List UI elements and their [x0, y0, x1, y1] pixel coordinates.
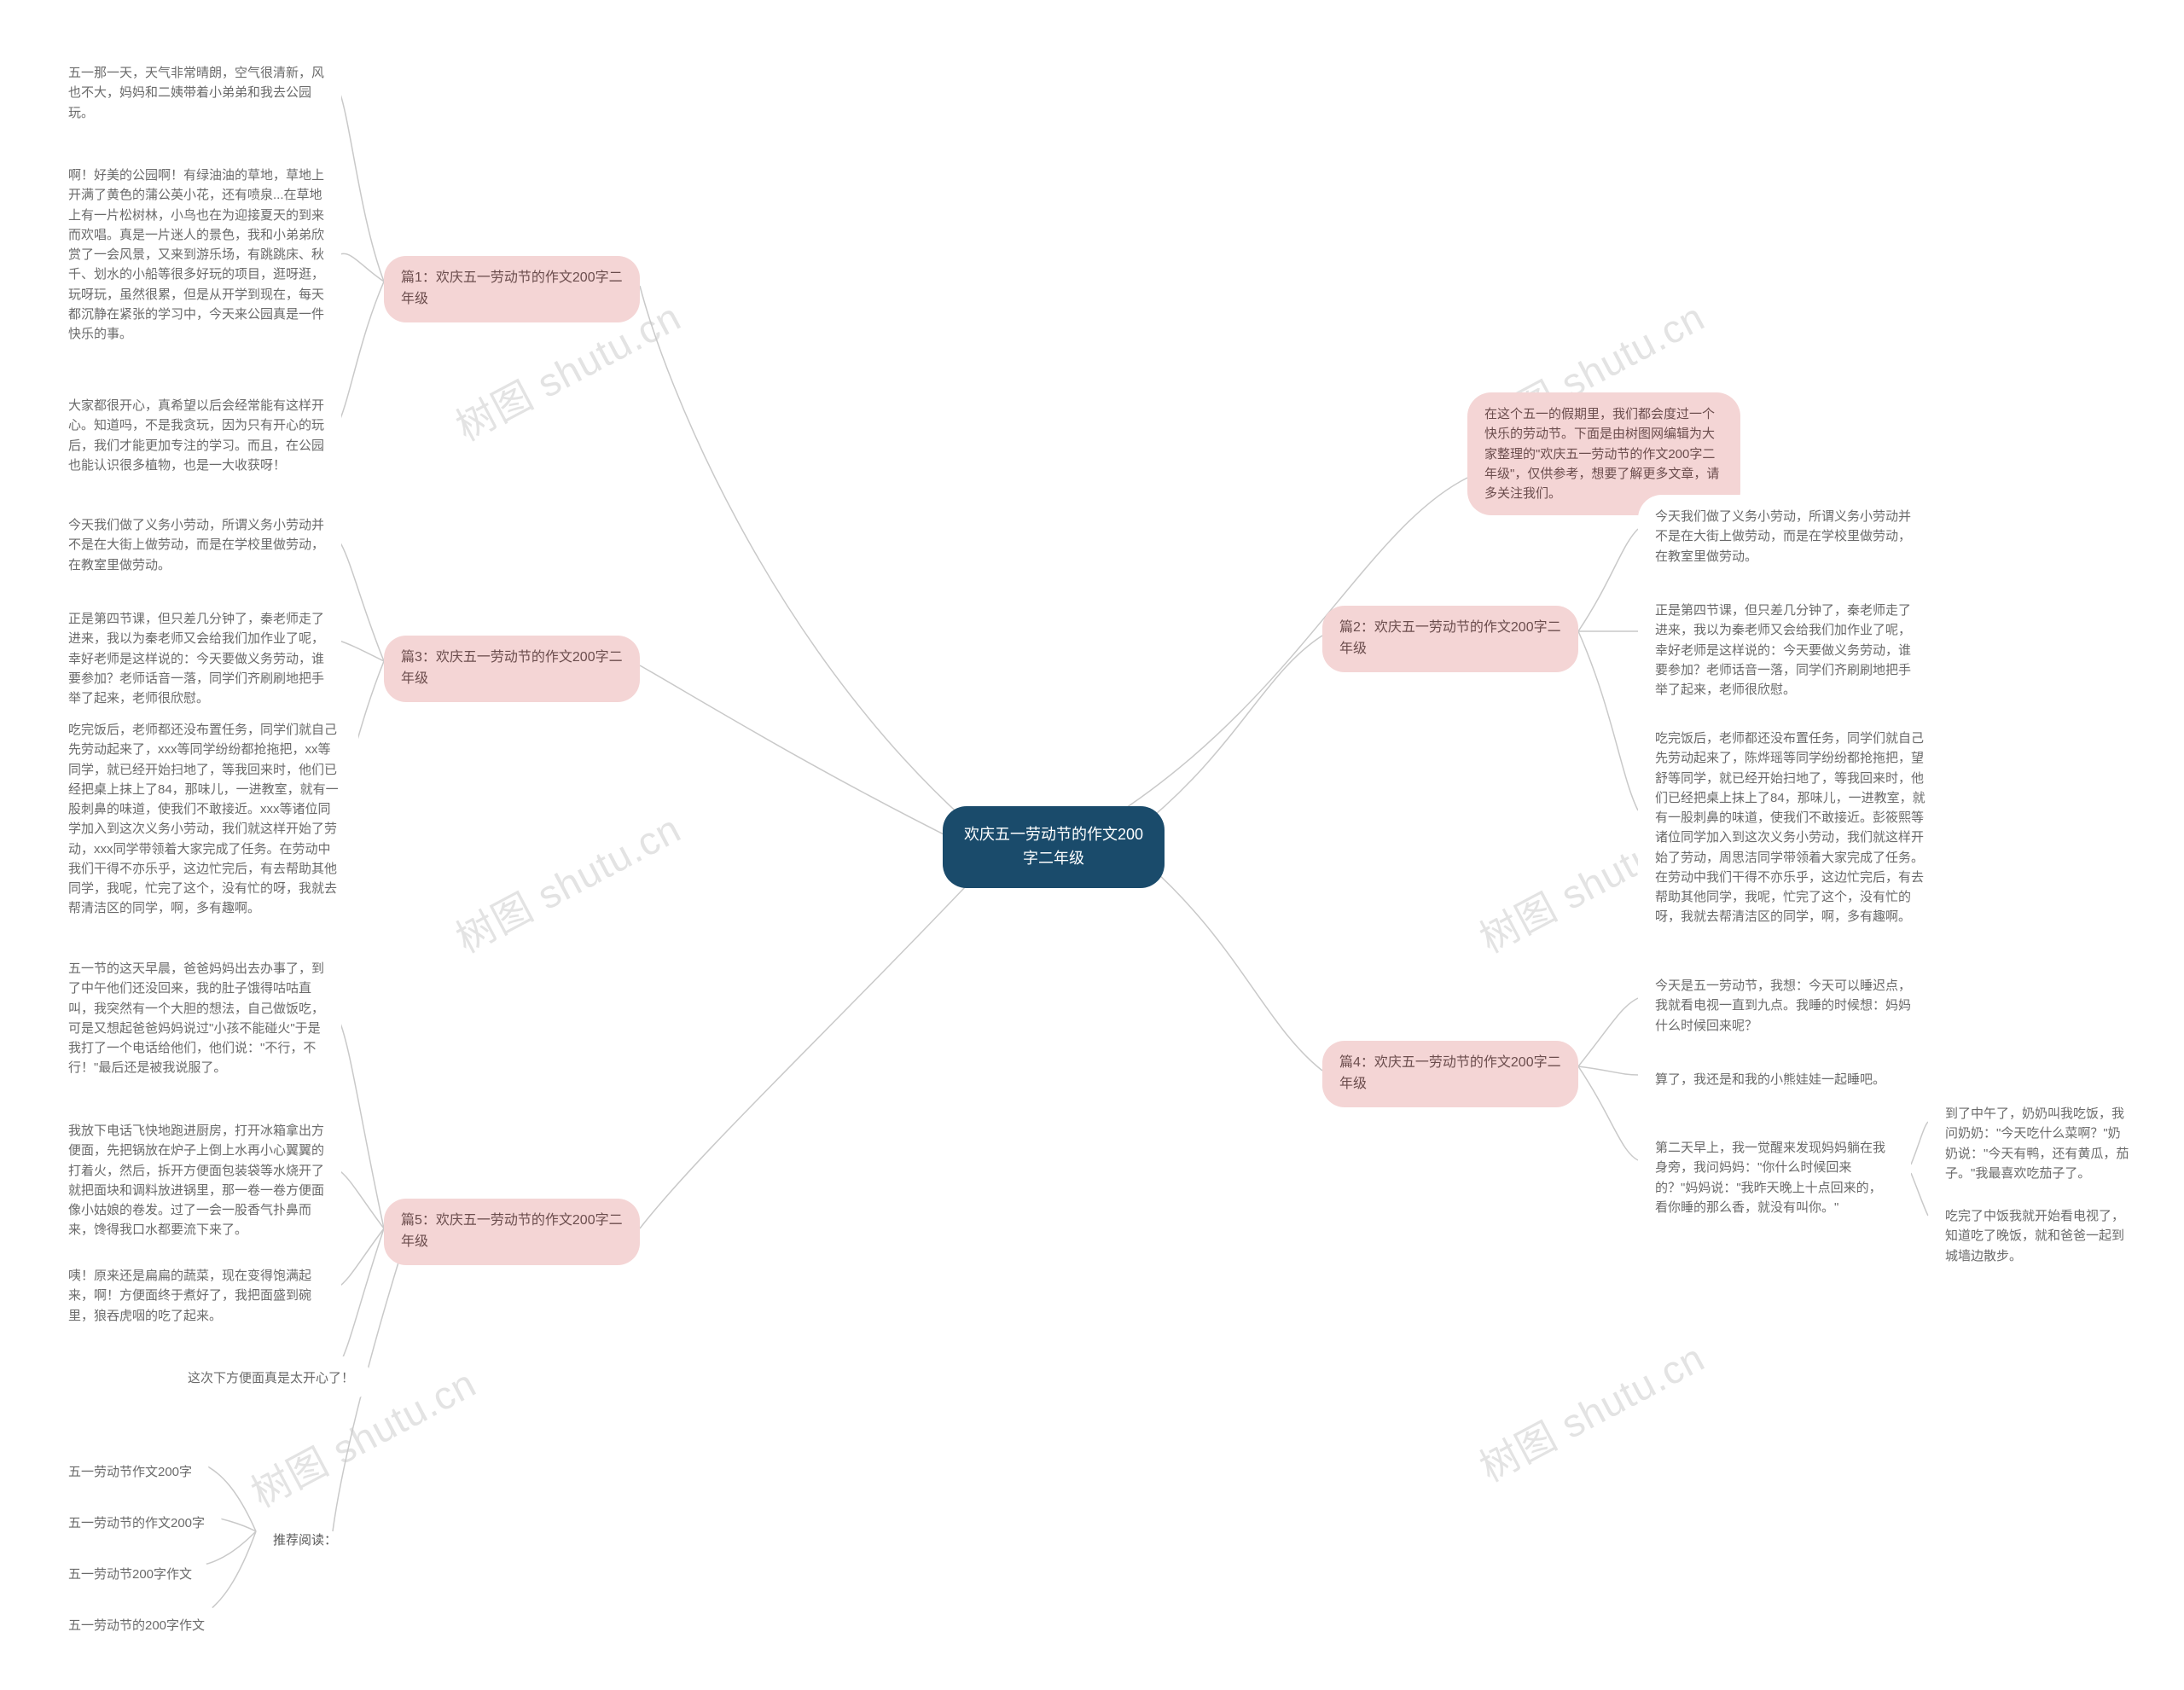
- leaf-s1b: 啊！好美的公园啊！有绿油油的草地，草地上开满了黄色的蒲公英小花，还有喷泉...在…: [51, 154, 341, 356]
- leaf-s5d: 这次下方便面真是太开心了！: [171, 1356, 371, 1400]
- leaf-r2: 五一劳动节的作文200字: [51, 1501, 222, 1545]
- watermark: 树图 shutu.cn: [1468, 1327, 1713, 1493]
- leaf-r1-text: 五一劳动节作文200字: [68, 1465, 192, 1479]
- leaf-s4c-text: 第二天早上，我一觉醒来发现妈妈躺在我身旁，我问妈妈："你什么时候回来的？"妈妈说…: [1655, 1141, 1885, 1215]
- leaf-s4a-text: 今天是五一劳动节，我想：今天可以睡迟点，我就看电视一直到九点。我睡的时候想：妈妈…: [1655, 979, 1911, 1033]
- leaf-s3b-text: 正是第四节课，但只差几分钟了，秦老师走了进来，我以为秦老师又会给我们加作业了呢，…: [68, 612, 324, 706]
- leaf-s5c-text: 咦！原来还是扁扁的蔬菜，现在变得饱满起来，啊！方便面终于煮好了，我把面盛到碗里，…: [68, 1269, 311, 1323]
- leaf-s2b-text: 正是第四节课，但只差几分钟了，秦老师走了进来，我以为秦老师又会给我们加作业了呢，…: [1655, 603, 1911, 697]
- leaf-s3c-text: 吃完饭后，老师都还没布置任务，同学们就自己先劳动起来了，xxx等同学纷纷都抢拖把…: [68, 723, 339, 915]
- leaf-s1b-text: 啊！好美的公园啊！有绿油油的草地，草地上开满了黄色的蒲公英小花，还有喷泉...在…: [68, 168, 324, 341]
- section-2: 篇2：欢庆五一劳动节的作文200字二年级: [1322, 606, 1578, 672]
- leaf-s4b-text: 算了，我还是和我的小熊娃娃一起睡吧。: [1655, 1072, 1885, 1087]
- watermark: 树图 shutu.cn: [444, 799, 689, 964]
- leaf-s1a: 五一那一天，天气非常晴朗，空气很清新，风也不大，妈妈和二姨带着小弟弟和我去公园玩…: [51, 51, 341, 135]
- section-1-label: 篇1：欢庆五一劳动节的作文200字二年级: [401, 270, 623, 306]
- section-4: 篇4：欢庆五一劳动节的作文200字二年级: [1322, 1041, 1578, 1107]
- leaf-s2a: 今天我们做了义务小劳动，所谓义务小劳动并不是在大街上做劳动，而是在学校里做劳动，…: [1638, 495, 1928, 578]
- leaf-r4-text: 五一劳动节的200字作文: [68, 1618, 205, 1633]
- section-5-label: 篇5：欢庆五一劳动节的作文200字二年级: [401, 1213, 623, 1249]
- section-rec-label: 推荐阅读：: [273, 1533, 337, 1548]
- section-2-label: 篇2：欢庆五一劳动节的作文200字二年级: [1339, 620, 1561, 656]
- leaf-s1c-text: 大家都很开心，真希望以后会经常能有这样开心。知道吗，不是我贪玩，因为只有开心的玩…: [68, 398, 324, 473]
- leaf-r3: 五一劳动节200字作文: [51, 1553, 209, 1596]
- leaf-s3b: 正是第四节课，但只差几分钟了，秦老师走了进来，我以为秦老师又会给我们加作业了呢，…: [51, 597, 341, 720]
- leaf-s3a-text: 今天我们做了义务小劳动，所谓义务小劳动并不是在大街上做劳动，而是在学校里做劳动，…: [68, 518, 324, 572]
- intro-text: 在这个五一的假期里，我们都会度过一个快乐的劳动节。下面是由树图网编辑为大家整理的…: [1484, 407, 1719, 501]
- leaf-s2a-text: 今天我们做了义务小劳动，所谓义务小劳动并不是在大街上做劳动，而是在学校里做劳动，…: [1655, 509, 1911, 564]
- leaf-s4c1-text: 到了中午了，奶奶叫我吃饭，我问奶奶："今天吃什么菜啊？"奶奶说："今天有鸭，还有…: [1945, 1106, 2129, 1181]
- leaf-s5d-text: 这次下方便面真是太开心了！: [188, 1371, 354, 1385]
- leaf-s4c2: 吃完了中饭我就开始看电视了，知道吃了晚饭，就和爸爸一起到城墙边散步。: [1928, 1194, 2150, 1278]
- leaf-r3-text: 五一劳动节200字作文: [68, 1567, 192, 1582]
- leaf-s4c1: 到了中午了，奶奶叫我吃饭，我问奶奶："今天吃什么菜啊？"奶奶说："今天有鸭，还有…: [1928, 1092, 2150, 1195]
- leaf-s5c: 咦！原来还是扁扁的蔬菜，现在变得饱满起来，啊！方便面终于煮好了，我把面盛到碗里，…: [51, 1254, 341, 1338]
- center-node: 欢庆五一劳动节的作文200字二年级: [943, 806, 1165, 888]
- leaf-s4c2-text: 吃完了中饭我就开始看电视了，知道吃了晚饭，就和爸爸一起到城墙边散步。: [1945, 1209, 2124, 1263]
- leaf-s2b: 正是第四节课，但只差几分钟了，秦老师走了进来，我以为秦老师又会给我们加作业了呢，…: [1638, 589, 1928, 711]
- section-4-label: 篇4：欢庆五一劳动节的作文200字二年级: [1339, 1055, 1561, 1091]
- leaf-s4a: 今天是五一劳动节，我想：今天可以睡迟点，我就看电视一直到九点。我睡的时候想：妈妈…: [1638, 964, 1928, 1048]
- leaf-s2c: 吃完饭后，老师都还没布置任务，同学们就自己先劳动起来了，陈烨瑶等同学纷纷都抢拖把…: [1638, 717, 1945, 939]
- leaf-s1a-text: 五一那一天，天气非常晴朗，空气很清新，风也不大，妈妈和二姨带着小弟弟和我去公园玩…: [68, 66, 324, 120]
- leaf-s4b: 算了，我还是和我的小熊娃娃一起睡吧。: [1638, 1058, 1902, 1101]
- section-3-label: 篇3：欢庆五一劳动节的作文200字二年级: [401, 650, 623, 686]
- leaf-s3c: 吃完饭后，老师都还没布置任务，同学们就自己先劳动起来了，xxx等同学纷纷都抢拖把…: [51, 708, 358, 931]
- center-text: 欢庆五一劳动节的作文200字二年级: [964, 826, 1143, 867]
- leaf-s5b-text: 我放下电话飞快地跑进厨房，打开冰箱拿出方便面，先把锅放在炉子上倒上水再小心翼翼的…: [68, 1124, 324, 1237]
- leaf-s5b: 我放下电话飞快地跑进厨房，打开冰箱拿出方便面，先把锅放在炉子上倒上水再小心翼翼的…: [51, 1109, 341, 1252]
- leaf-r4: 五一劳动节的200字作文: [51, 1604, 222, 1647]
- leaf-r2-text: 五一劳动节的作文200字: [68, 1516, 205, 1530]
- leaf-r1: 五一劳动节作文200字: [51, 1450, 209, 1494]
- section-1: 篇1：欢庆五一劳动节的作文200字二年级: [384, 256, 640, 322]
- leaf-s5a-text: 五一节的这天早晨，爸爸妈妈出去办事了，到了中午他们还没回来，我的肚子饿得咕咕直叫…: [68, 961, 324, 1075]
- leaf-s2c-text: 吃完饭后，老师都还没布置任务，同学们就自己先劳动起来了，陈烨瑶等同学纷纷都抢拖把…: [1655, 731, 1926, 924]
- section-rec: 推荐阅读：: [256, 1519, 354, 1562]
- section-3: 篇3：欢庆五一劳动节的作文200字二年级: [384, 636, 640, 702]
- leaf-s5a: 五一节的这天早晨，爸爸妈妈出去办事了，到了中午他们还没回来，我的肚子饿得咕咕直叫…: [51, 947, 341, 1090]
- leaf-s4c: 第二天早上，我一觉醒来发现妈妈躺在我身旁，我问妈妈："你什么时候回来的？"妈妈说…: [1638, 1126, 1911, 1229]
- leaf-s1c: 大家都很开心，真希望以后会经常能有这样开心。知道吗，不是我贪玩，因为只有开心的玩…: [51, 384, 341, 487]
- section-5: 篇5：欢庆五一劳动节的作文200字二年级: [384, 1199, 640, 1265]
- leaf-s3a: 今天我们做了义务小劳动，所谓义务小劳动并不是在大街上做劳动，而是在学校里做劳动，…: [51, 503, 341, 587]
